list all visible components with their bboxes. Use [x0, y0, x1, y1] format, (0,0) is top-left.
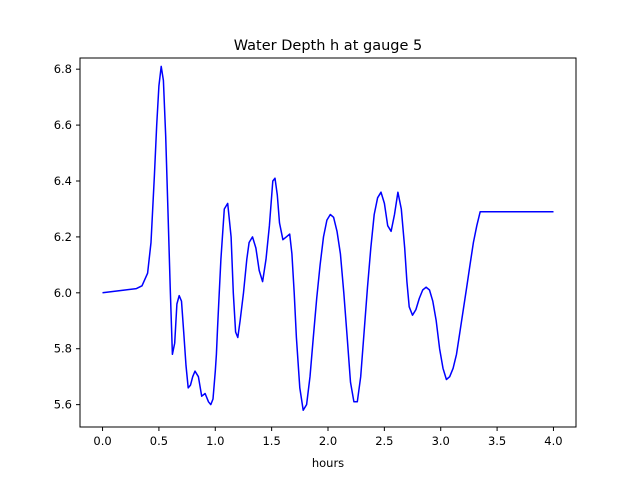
- x-tick-label: 1.5: [262, 434, 280, 448]
- x-tick-label: 3.5: [488, 434, 506, 448]
- y-axis: 5.6 5.8 6.0 6.2 6.4 6.6 6.8: [54, 62, 80, 412]
- x-tick-label: 3.0: [432, 434, 450, 448]
- y-tick-label: 6.4: [54, 174, 72, 188]
- y-tick-label: 6.0: [54, 286, 72, 300]
- plot-area: [102, 65, 554, 411]
- x-tick-label: 4.0: [544, 434, 562, 448]
- x-tick-label: 2.5: [375, 434, 393, 448]
- y-tick-label: 6.2: [54, 230, 72, 244]
- y-tick-label: 5.8: [54, 342, 72, 356]
- x-tick-label: 0.5: [150, 434, 168, 448]
- y-tick-label: 6.6: [54, 118, 72, 132]
- chart-title: Water Depth h at gauge 5: [234, 38, 422, 54]
- series-line-0: [102, 65, 554, 411]
- y-tick-label: 5.6: [54, 398, 72, 412]
- x-axis: 0.0 0.5 1.0 1.5 2.0 2.5 3.0 3.5 4.0: [93, 427, 563, 448]
- x-axis-label: hours: [312, 456, 344, 470]
- x-tick-label: 0.0: [93, 434, 111, 448]
- y-tick-label: 6.8: [54, 62, 72, 76]
- x-tick-label: 2.0: [319, 434, 337, 448]
- x-tick-label: 1.0: [206, 434, 224, 448]
